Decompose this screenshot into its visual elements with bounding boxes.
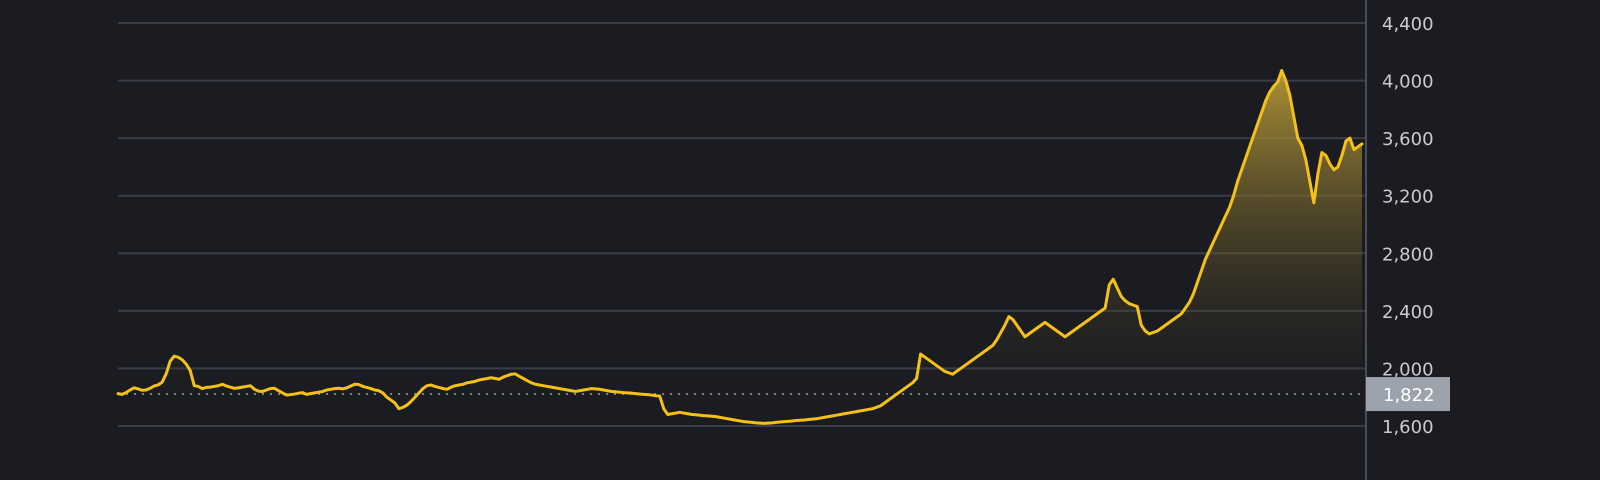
y-axis: 1,600 2,000 2,400 2,800 3,200 3,600 4,000 4,400	[1365, 0, 1434, 480]
area-layer	[118, 70, 1362, 424]
y-tick-label: 3,600	[1382, 129, 1434, 150]
y-tick-label: 4,000	[1382, 72, 1434, 93]
series-area	[118, 70, 1362, 424]
y-tick-label: 2,000	[1382, 359, 1434, 380]
current-price-label: 1,822	[1383, 385, 1435, 406]
current-price-badge: 1,822	[1366, 377, 1450, 412]
grid-layer	[118, 22, 1366, 427]
y-tick-label: 3,200	[1382, 187, 1434, 208]
line-layer	[116, 69, 1364, 425]
y-tick-label: 1,600	[1382, 417, 1434, 438]
current-price-badge-bg	[1366, 377, 1450, 412]
y-tick-label: 4,400	[1382, 14, 1434, 35]
y-tick-label: 2,800	[1382, 244, 1434, 265]
y-tick-label: 2,400	[1382, 302, 1434, 323]
series-line	[116, 69, 1364, 425]
